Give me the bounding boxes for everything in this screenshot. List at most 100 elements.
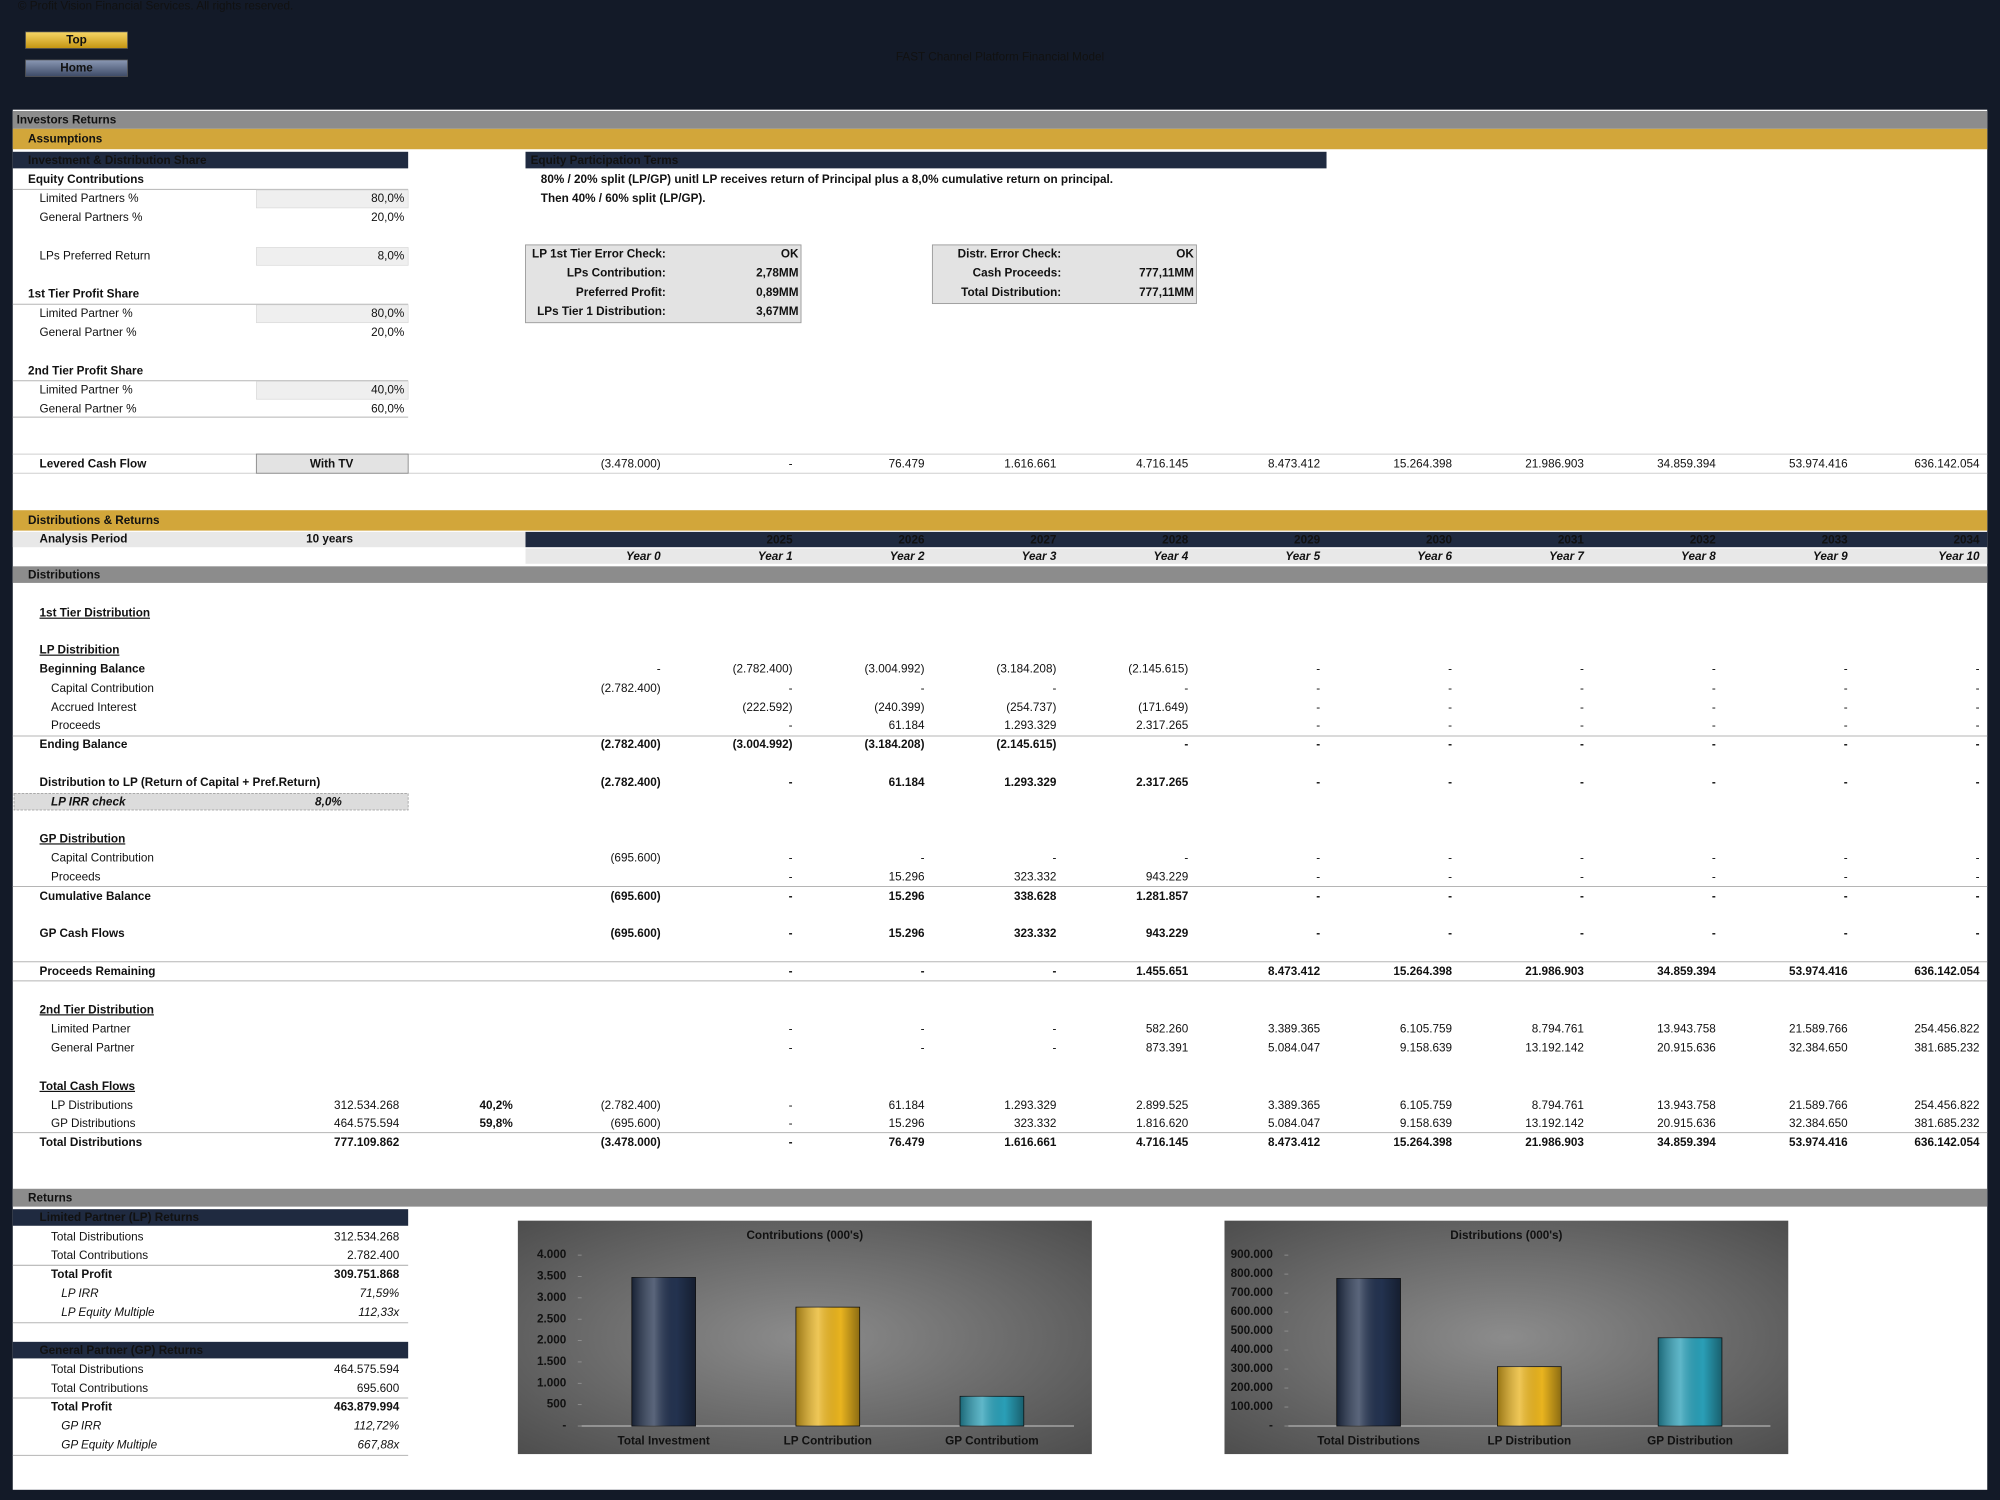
cell-value: - bbox=[1844, 890, 1848, 903]
block-header bbox=[12, 1209, 409, 1226]
row-value: 667,88x bbox=[358, 1439, 401, 1452]
row-value: 20,0% bbox=[371, 211, 404, 224]
case-value: With TV bbox=[310, 457, 354, 470]
cell-value: - bbox=[1316, 927, 1320, 940]
period-label: Year 8 bbox=[1681, 550, 1716, 563]
cell-value: - bbox=[1580, 701, 1584, 714]
cell-value: - bbox=[1052, 1042, 1056, 1055]
input-cell bbox=[256, 189, 409, 209]
nav-button-label[interactable]: Top bbox=[66, 34, 87, 47]
row-value: 80,0% bbox=[371, 307, 404, 320]
section-bar bbox=[12, 510, 1988, 531]
cell-value: - bbox=[1448, 663, 1452, 676]
row-label: Total Contributions bbox=[51, 1249, 148, 1262]
row-label: Distribution to LP (Return of Capital + … bbox=[40, 776, 321, 789]
period-row bbox=[525, 548, 1988, 564]
cell-value: 76.479 bbox=[889, 1136, 925, 1149]
row-label: Capital Contribution bbox=[51, 682, 154, 695]
year-label: 2025 bbox=[767, 533, 794, 546]
case-cell bbox=[255, 453, 409, 474]
year-label: 2034 bbox=[1954, 533, 1981, 546]
share-value: 40,2% bbox=[480, 1099, 514, 1112]
cell-value: - bbox=[1184, 738, 1188, 751]
period-label: Year 6 bbox=[1417, 550, 1452, 563]
row-value: 60,0% bbox=[371, 403, 404, 416]
row-label: Total Profit bbox=[51, 1268, 112, 1281]
row-label: Ending Balance bbox=[40, 738, 128, 751]
cell-value: (3.004.992) bbox=[865, 663, 925, 676]
y-tick-label: 3.000 bbox=[537, 1291, 567, 1304]
row-label: Total Distributions bbox=[51, 1230, 144, 1243]
cell-value: (695.600) bbox=[611, 890, 661, 903]
cash-flow-value: 4.716.145 bbox=[1136, 457, 1189, 470]
cell-value: - bbox=[1844, 738, 1848, 751]
cash-flow-value: 76.479 bbox=[889, 457, 925, 470]
cell-value: - bbox=[1448, 871, 1452, 884]
cell-value: - bbox=[1976, 871, 1980, 884]
nav-button[interactable] bbox=[25, 59, 128, 77]
cell-value: - bbox=[1976, 776, 1980, 789]
input-cell bbox=[256, 381, 409, 400]
cell-value: 20.915.636 bbox=[1657, 1042, 1716, 1055]
cell-value: 15.296 bbox=[889, 890, 925, 903]
cell-value: - bbox=[1712, 701, 1716, 714]
row-label: Proceeds bbox=[51, 871, 101, 884]
cash-flow-value: 34.859.394 bbox=[1657, 457, 1716, 470]
period-label: Year 0 bbox=[626, 550, 661, 563]
cell-value: - bbox=[1712, 682, 1716, 695]
nav-button[interactable] bbox=[25, 31, 128, 49]
row-label: GP Distributions bbox=[51, 1117, 136, 1130]
check-label: LPs Contribution: bbox=[567, 267, 666, 280]
cell-value: (222.592) bbox=[742, 701, 792, 714]
cell-value: 8.473.412 bbox=[1268, 965, 1321, 978]
y-tick-label: 2.500 bbox=[537, 1312, 567, 1325]
check-value: 777,11MM bbox=[1139, 286, 1194, 299]
year-label: 2032 bbox=[1690, 533, 1717, 546]
cash-flow-value: 8.473.412 bbox=[1268, 457, 1320, 470]
x-tick-label: GP Contributiom bbox=[945, 1434, 1039, 1447]
section-title: Investors Returns bbox=[17, 114, 117, 127]
y-tick-label: 600.000 bbox=[1231, 1305, 1274, 1318]
cell-value: 636.142.054 bbox=[1914, 965, 1980, 978]
row-label: GP Distribution bbox=[40, 832, 126, 845]
y-tick-label: 200.000 bbox=[1231, 1381, 1274, 1394]
cell-value: (3.478.000) bbox=[601, 1136, 661, 1149]
row-label: LP Distributions bbox=[51, 1099, 133, 1112]
cell-value: - bbox=[1976, 719, 1980, 732]
row-label: Capital Contribution bbox=[51, 852, 154, 865]
cell-value: - bbox=[1448, 927, 1452, 940]
cell-value: - bbox=[1712, 890, 1716, 903]
row-label: 2nd Tier Distribution bbox=[40, 1003, 154, 1016]
cash-flow-value: 1.616.661 bbox=[1004, 457, 1056, 470]
check-value: OK bbox=[1176, 248, 1194, 261]
cell-value: 943.229 bbox=[1146, 927, 1189, 940]
cell-value: - bbox=[1844, 776, 1848, 789]
cell-value: - bbox=[1448, 776, 1452, 789]
cell-value: - bbox=[1712, 927, 1716, 940]
cell-value: (3.184.208) bbox=[865, 738, 925, 751]
cell-value: - bbox=[1844, 719, 1848, 732]
row-value: 20,0% bbox=[371, 326, 404, 339]
row-value: 309.751.868 bbox=[334, 1268, 400, 1281]
bar-shine bbox=[1497, 1366, 1562, 1427]
row-value: 80,0% bbox=[371, 192, 404, 205]
cell-value: - bbox=[789, 890, 793, 903]
row-label: Limited Partner % bbox=[40, 383, 133, 396]
y-tick-label: 1.500 bbox=[537, 1355, 567, 1368]
nav-button-label[interactable]: Home bbox=[60, 62, 93, 75]
row-label: Limited Partners % bbox=[40, 192, 139, 205]
cell-value: - bbox=[1580, 927, 1584, 940]
cell-value: 13.192.142 bbox=[1525, 1117, 1584, 1130]
cell-value: - bbox=[789, 965, 793, 978]
row-label: 1st Tier Distribution bbox=[40, 607, 150, 620]
row-label: Total Distributions bbox=[51, 1363, 144, 1376]
cell-value: - bbox=[1316, 701, 1320, 714]
cell-value: - bbox=[1712, 871, 1716, 884]
cell-value: - bbox=[789, 927, 793, 940]
row-value: 463.879.994 bbox=[334, 1401, 400, 1414]
cell-value: 1.281.857 bbox=[1136, 890, 1188, 903]
year-label: 2026 bbox=[898, 533, 925, 546]
cash-flow-value: 53.974.416 bbox=[1789, 457, 1848, 470]
cell-value: - bbox=[1976, 701, 1980, 714]
